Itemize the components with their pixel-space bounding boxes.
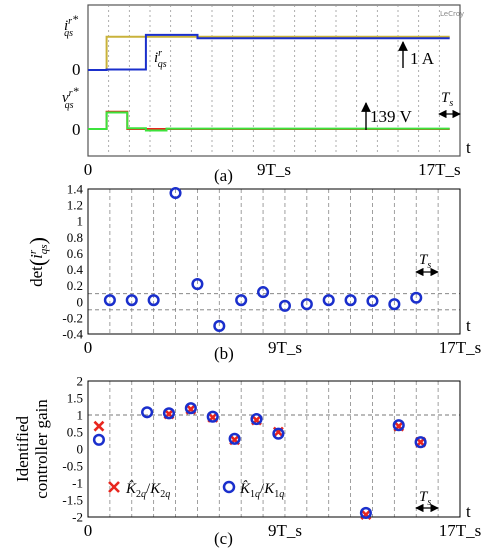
data-point-circle <box>147 294 160 307</box>
data-point-circle <box>278 299 291 312</box>
y-tick-label: 2 <box>77 374 84 389</box>
data-point-circle <box>388 298 401 311</box>
marks-b <box>103 186 423 332</box>
ylabel-c-line1: Identified <box>13 415 32 482</box>
marks-c <box>92 402 427 521</box>
y-tick-label: 0 <box>77 442 84 457</box>
ylabel-c-line2: controller gain <box>32 399 51 499</box>
data-point-circle <box>235 294 248 307</box>
data-point-circle <box>125 294 138 307</box>
period-label-b: Ts <box>419 252 431 271</box>
axis-letter-c: t <box>466 502 471 521</box>
y-tick-labels-c: -2 -1.5 -1 -0.5 0 0.5 1 1.5 2 <box>62 374 83 525</box>
legend-marker-circle <box>222 480 236 494</box>
voltage-scale-label: 139 V <box>370 107 412 126</box>
scope-traces <box>88 33 450 132</box>
scope-brand: LeCroy <box>440 10 464 18</box>
y-tick-labels-b: -0.4 -0.200.20.40.60.811.21.4 <box>62 182 83 342</box>
data-point-circle <box>410 291 423 304</box>
data-point-circle <box>392 419 405 432</box>
y-tick-label: 0.4 <box>67 262 84 277</box>
trace-v-qs-r <box>88 111 450 132</box>
scope-grid <box>108 5 440 156</box>
data-point-circle <box>257 286 270 299</box>
data-point-circle <box>272 427 285 440</box>
data-point-circle <box>103 294 116 307</box>
grid-c <box>88 381 460 517</box>
panel-b-scatter: -0.4-0.200.20.40.60.811.21.4 det(irqs) T… <box>25 182 481 364</box>
x-tick-label: 17T_s <box>418 160 461 179</box>
y-tick-label: 0.6 <box>67 246 84 261</box>
trace-i-qs-r <box>88 33 450 71</box>
y-tick-label: 1.5 <box>67 391 83 406</box>
y-tick-label: -0.4 <box>62 327 83 342</box>
x-tick-label: 9T_s <box>268 338 302 357</box>
y-tick-label: -0.5 <box>62 459 83 474</box>
panel-c-scatter: -2 -1.5 -1 -0.5 0 0.5 1 1.5 2 Identified control… <box>13 374 481 549</box>
y-tick-label: 1.4 <box>67 182 84 197</box>
legend-c: K̂2q/K2q K̂1q/K1q <box>108 480 284 500</box>
data-point-circle <box>322 294 335 307</box>
y-tick-label: -2 <box>72 510 83 525</box>
legend-marker-x <box>108 481 120 493</box>
period-label-c: Ts <box>419 489 431 508</box>
y-tick-label: 1 <box>77 408 84 423</box>
y-tick-label: -1.5 <box>62 493 83 508</box>
x-tick-label: 0 <box>84 338 93 357</box>
data-point-circle <box>169 186 182 200</box>
grid-b <box>88 189 460 334</box>
panel-a-oscilloscope: LeCroy ir* qs ir qs vr* qs 0 0 1 A 139 V Ts… <box>62 4 471 185</box>
data-point-circle <box>344 294 357 307</box>
data-point-circle <box>141 406 154 419</box>
x-tick-labels-c: 0 9T_s 17T_s <box>84 521 482 540</box>
y-tick-label: 0.8 <box>67 230 83 245</box>
data-point-circle <box>300 298 313 311</box>
current-zero-label: 0 <box>72 60 81 79</box>
y-tick-label: 0.5 <box>67 425 83 440</box>
x-tick-label: 9T_s <box>257 160 291 179</box>
x-tick-label: 0 <box>84 160 93 179</box>
y-tick-label: 1.2 <box>67 198 83 213</box>
data-point-x <box>93 420 105 432</box>
data-point-circle <box>92 433 105 446</box>
x-tick-label: 9T_s <box>268 521 302 540</box>
data-point-circle <box>250 413 263 426</box>
axis-letter-a: t <box>466 138 471 157</box>
axes-frame-b <box>87 188 461 335</box>
y-tick-label: 0.2 <box>67 278 83 293</box>
legend-label-k1q: K̂1q/K1q <box>239 481 284 500</box>
y-tick-label: 1 <box>77 214 84 229</box>
legend-label-k2q: K̂2q/K2q <box>125 481 170 500</box>
caption-a: (a) <box>214 166 233 185</box>
data-point-circle <box>359 506 372 519</box>
data-point-circle <box>213 319 226 332</box>
y-tick-label: -0.2 <box>62 310 83 325</box>
data-point-circle <box>414 436 427 449</box>
data-point-circle <box>206 410 219 423</box>
voltage-zero-label: 0 <box>72 120 81 139</box>
ylabel-b: det(irqs) <box>25 237 50 287</box>
x-tick-labels-b: 0 9T_s 17T_s <box>84 338 482 357</box>
axis-letter-b: t <box>466 316 471 335</box>
label-iqs-ref: ir* qs <box>64 12 78 39</box>
axes-frame-c <box>87 380 461 518</box>
x-tick-labels-a: 0 9T_s 17T_s <box>84 160 461 179</box>
data-point-circle <box>366 294 379 308</box>
current-scale-label: 1 A <box>410 49 435 68</box>
x-tick-label: 17T_s <box>439 338 482 357</box>
caption-c: (c) <box>214 529 233 548</box>
data-point-circle <box>184 402 197 415</box>
label-vqs-ref: vr* qs <box>62 84 79 111</box>
caption-b: (b) <box>214 344 234 363</box>
data-point-circle <box>191 278 204 291</box>
data-point-circle <box>228 432 241 445</box>
x-tick-label: 17T_s <box>439 521 482 540</box>
y-tick-label: -1 <box>72 476 83 491</box>
data-point-circle <box>162 407 176 420</box>
y-tick-label: 0 <box>77 294 84 309</box>
x-tick-label: 0 <box>84 521 93 540</box>
